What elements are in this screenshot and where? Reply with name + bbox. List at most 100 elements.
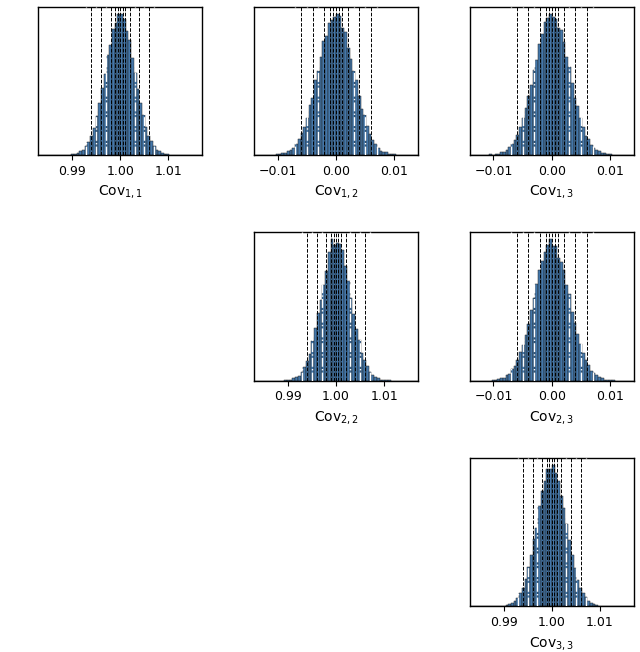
Bar <box>380 380 382 381</box>
Bar <box>514 366 516 381</box>
Bar <box>538 44 541 155</box>
Bar <box>301 372 303 381</box>
Bar <box>349 298 353 381</box>
Bar <box>360 353 364 381</box>
Bar <box>140 102 142 155</box>
Bar <box>530 85 532 155</box>
Bar <box>519 127 522 155</box>
Bar <box>284 153 287 155</box>
Bar <box>552 246 555 381</box>
X-axis label: Cov$_{2,2}$: Cov$_{2,2}$ <box>314 409 358 426</box>
Bar <box>74 154 77 155</box>
Bar <box>353 314 355 381</box>
X-axis label: Cov$_{2,3}$: Cov$_{2,3}$ <box>529 409 574 426</box>
Bar <box>541 34 543 155</box>
Bar <box>112 29 115 155</box>
Bar <box>371 375 374 381</box>
Bar <box>342 250 344 381</box>
Bar <box>145 126 147 155</box>
Bar <box>164 154 166 155</box>
Bar <box>303 127 306 155</box>
Bar <box>93 128 95 155</box>
Bar <box>532 299 536 381</box>
Bar <box>560 496 563 606</box>
Bar <box>584 597 588 606</box>
Bar <box>527 323 530 381</box>
Bar <box>568 294 571 381</box>
Bar <box>136 89 140 155</box>
Bar <box>295 378 298 381</box>
Bar <box>579 344 582 381</box>
Bar <box>355 329 358 381</box>
Bar <box>584 360 588 381</box>
Bar <box>516 361 519 381</box>
Bar <box>577 334 579 381</box>
Bar <box>598 377 601 381</box>
Bar <box>497 379 500 381</box>
Bar <box>109 44 112 155</box>
Bar <box>366 366 369 381</box>
Bar <box>579 587 582 606</box>
Bar <box>506 150 508 155</box>
Bar <box>557 27 560 155</box>
Bar <box>79 151 82 155</box>
Bar <box>557 258 560 381</box>
Bar <box>495 154 497 155</box>
Bar <box>153 145 156 155</box>
Bar <box>120 14 123 155</box>
Bar <box>388 154 390 155</box>
Bar <box>511 369 514 381</box>
Bar <box>385 153 388 155</box>
X-axis label: Cov$_{1,2}$: Cov$_{1,2}$ <box>314 183 358 200</box>
Bar <box>161 153 164 155</box>
Bar <box>380 151 382 155</box>
Bar <box>117 14 120 155</box>
Bar <box>364 360 366 381</box>
Bar <box>142 115 145 155</box>
Bar <box>349 59 353 155</box>
Bar <box>516 598 519 606</box>
Bar <box>582 127 584 155</box>
Bar <box>604 379 606 381</box>
Bar <box>588 139 590 155</box>
Bar <box>333 245 336 381</box>
Bar <box>366 126 369 155</box>
Bar <box>555 473 557 606</box>
Bar <box>541 491 543 606</box>
Bar <box>522 588 525 606</box>
Bar <box>579 118 582 155</box>
Bar <box>601 378 604 381</box>
Bar <box>577 106 579 155</box>
Bar <box>358 340 360 381</box>
Bar <box>573 323 577 381</box>
Bar <box>317 313 319 381</box>
Bar <box>511 603 514 606</box>
Bar <box>374 143 377 155</box>
Bar <box>71 154 74 155</box>
Bar <box>353 70 355 155</box>
Bar <box>312 341 314 381</box>
Bar <box>573 568 577 606</box>
Bar <box>593 149 595 155</box>
Bar <box>568 67 571 155</box>
Bar <box>377 378 380 381</box>
Bar <box>549 14 552 155</box>
Bar <box>156 149 158 155</box>
Bar <box>347 281 349 381</box>
Bar <box>606 380 609 381</box>
Bar <box>514 140 516 155</box>
Bar <box>317 70 319 155</box>
Bar <box>563 508 566 606</box>
Bar <box>298 139 301 155</box>
Bar <box>519 352 522 381</box>
Bar <box>549 239 552 381</box>
Bar <box>584 136 588 155</box>
Bar <box>543 22 547 155</box>
Bar <box>344 32 347 155</box>
Bar <box>360 110 364 155</box>
Bar <box>134 72 136 155</box>
Bar <box>287 151 290 155</box>
Bar <box>147 136 150 155</box>
Bar <box>511 143 514 155</box>
Bar <box>563 42 566 155</box>
